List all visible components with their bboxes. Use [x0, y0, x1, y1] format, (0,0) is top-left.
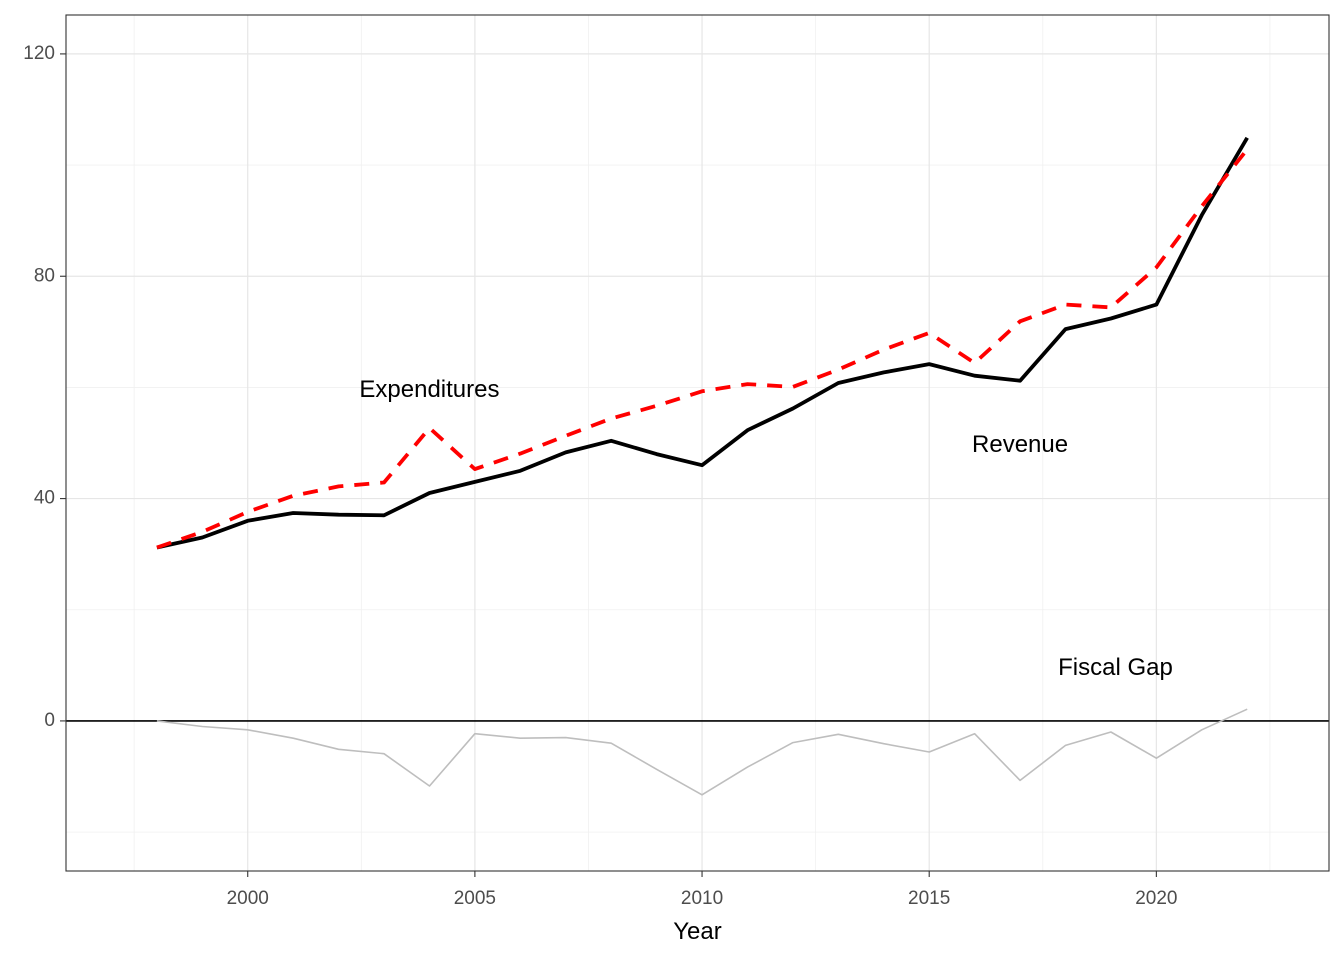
- major-gridlines: [66, 15, 1329, 871]
- x-axis-ticks: 2000 2005 2010 2015 2020: [227, 871, 1178, 909]
- series-lines: [156, 136, 1249, 796]
- plot-panel-border: [65, 14, 1330, 872]
- expenditures-line: [156, 148, 1249, 550]
- x-tick-label: 2010: [681, 888, 723, 909]
- fiscal-gap-line: [156, 708, 1248, 796]
- y-tick-label: 120: [23, 43, 55, 64]
- x-axis-title: Year: [673, 918, 722, 945]
- x-tick-label: 2020: [1135, 888, 1177, 909]
- annotation-label: Revenue: [972, 431, 1068, 458]
- y-tick-label: 80: [34, 265, 55, 286]
- y-tick-label: 40: [34, 488, 55, 509]
- y-axis-ticks: 0 40 80 120: [23, 43, 66, 731]
- minor-gridlines: [66, 15, 1329, 871]
- annotation-label: Expenditures: [359, 376, 499, 403]
- annotations: Expenditures Revenue Fiscal Gap: [359, 376, 1172, 681]
- x-tick-label: 2015: [908, 888, 950, 909]
- y-tick-label: 0: [44, 710, 55, 731]
- x-tick-label: 2005: [454, 888, 496, 909]
- revenue-line: [156, 136, 1249, 550]
- x-tick-label: 2000: [227, 888, 269, 909]
- annotation-label: Fiscal Gap: [1058, 654, 1173, 681]
